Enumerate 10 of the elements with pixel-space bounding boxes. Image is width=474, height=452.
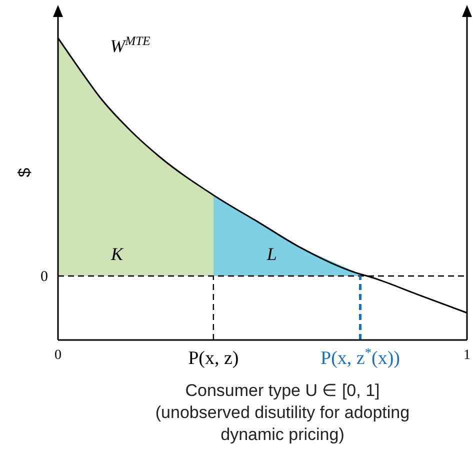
x-tick-label: 0 <box>54 348 62 363</box>
series-label: K <box>110 244 124 264</box>
series-label: L <box>266 244 277 264</box>
x-tick-label: 1 <box>464 348 470 363</box>
x-axis-title: Consumer type U ∈ [0, 1] (unobserved disutility for adopting dynamic pricing) <box>155 381 410 444</box>
ref-line-label: 0 <box>40 269 48 285</box>
y-axis-title: $ <box>15 167 34 178</box>
series-label: W$^{MTE}$ <box>110 34 151 56</box>
x-tick-label: P(x, z) <box>188 348 239 369</box>
x-tick-label: P(x, z$^{*}$(x)) <box>320 344 400 369</box>
